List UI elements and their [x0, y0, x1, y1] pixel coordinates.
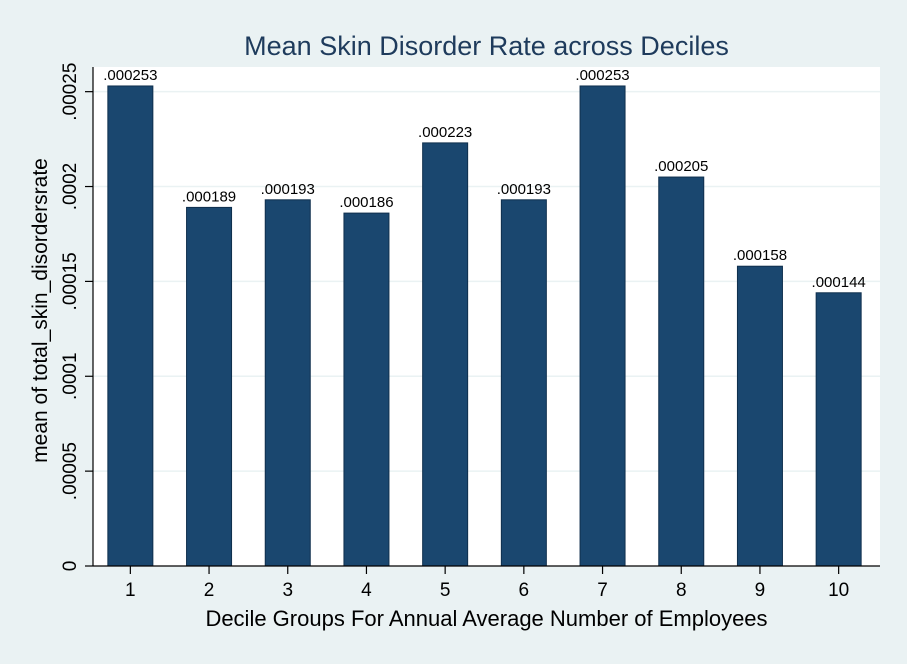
- x-tick-label: 5: [440, 580, 451, 601]
- bar-value-label: .000144: [812, 274, 866, 291]
- x-axis-label: Decile Groups For Annual Average Number …: [205, 606, 767, 631]
- bar-value-label: .000186: [339, 194, 393, 211]
- x-tick-label: 1: [125, 580, 136, 601]
- x-tick-label: 9: [755, 580, 766, 601]
- x-tick-label: 4: [361, 580, 372, 601]
- bar: [343, 212, 390, 567]
- x-tick-label: 8: [676, 580, 687, 601]
- y-tick-label: .00015: [60, 252, 81, 310]
- bar-value-label: .000253: [575, 67, 629, 84]
- x-tick-label: 3: [282, 580, 293, 601]
- y-tick-label: .0002: [60, 163, 81, 211]
- bar: [107, 85, 154, 567]
- chart-title: Mean Skin Disorder Rate across Deciles: [244, 31, 729, 61]
- bar: [500, 199, 547, 567]
- bar-value-label: .000158: [733, 247, 787, 264]
- bars: [107, 85, 862, 567]
- y-axis-label: mean of total_skin_disordersrate: [29, 158, 52, 463]
- bar-value-label: .000193: [261, 181, 315, 198]
- y-axis-ticks: 0 .00005 .0001 .00015 .0002 .00025: [60, 63, 93, 572]
- x-tick-label: 6: [519, 580, 530, 601]
- bar: [736, 265, 783, 567]
- bar-value-label: .000189: [182, 188, 236, 205]
- bar-value-label: .000193: [497, 181, 551, 198]
- bar: [815, 292, 862, 567]
- bar-value-label: .000223: [418, 124, 472, 141]
- bar-value-labels: .000253 .000189 .000193 .000186 .000223 .0001…: [103, 67, 866, 291]
- y-tick-label: .00025: [60, 63, 81, 121]
- bar-value-label: .000205: [654, 158, 708, 175]
- bar: [186, 206, 233, 567]
- x-tick-label: 7: [597, 580, 608, 601]
- y-tick-label: .00005: [60, 442, 81, 500]
- bar: [422, 142, 469, 567]
- bar-value-label: .000253: [103, 67, 157, 84]
- y-tick-label: 0: [60, 561, 81, 572]
- bar: [264, 199, 311, 567]
- x-axis-ticks: 1 2 3 4 5 6 7 8 9 10: [125, 566, 849, 601]
- bar: [579, 85, 626, 567]
- x-tick-label: 2: [204, 580, 215, 601]
- x-tick-label: 10: [828, 580, 849, 601]
- y-tick-label: .0001: [60, 352, 81, 400]
- bar: [658, 176, 705, 567]
